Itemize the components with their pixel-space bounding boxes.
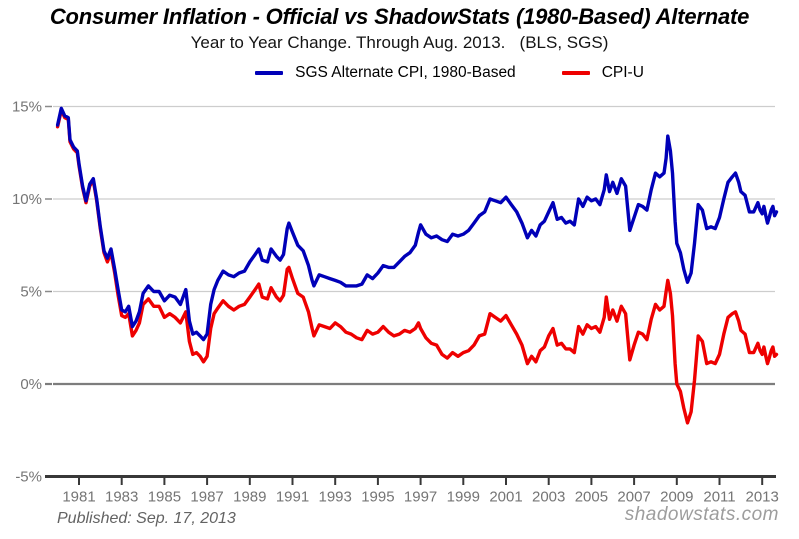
x-tick-label: 2005 (575, 489, 608, 506)
sgs-series-line (55, 106, 779, 342)
y-tick-label: 15% (12, 99, 42, 116)
x-tick-label: 2013 (746, 489, 779, 506)
published-date: Published: Sep. 17, 2013 (57, 510, 236, 527)
legend-label-cpi-u: CPI-U (601, 64, 644, 81)
x-tick-label: 1995 (361, 489, 394, 506)
y-tick-label: 5% (20, 284, 42, 301)
x-tick-label: 2011 (703, 489, 735, 506)
x-tick-label: 2007 (617, 489, 650, 506)
y-tick-label: 10% (12, 191, 42, 208)
x-tick-label: 1981 (62, 489, 95, 506)
chart-subtitle: Year to Year Change. Through Aug. 2013. … (190, 33, 609, 52)
y-tick-label: 0% (20, 376, 42, 393)
x-tick-label: 1999 (447, 489, 480, 506)
x-tick-label: 2009 (660, 489, 693, 506)
chart-title: Consumer Inflation - Official vs ShadowS… (49, 4, 750, 29)
legend-item-cpi-u: CPI-U (561, 64, 644, 82)
x-tick-label: 1989 (233, 489, 266, 506)
cpi-u-line-swatch-icon (561, 71, 590, 75)
x-tick-label: 1987 (190, 489, 223, 506)
x-tick-label: 2001 (489, 489, 522, 506)
x-tick-label: 1993 (319, 489, 352, 506)
x-tick-label: 1983 (105, 489, 138, 506)
legend-item-sgs: SGS Alternate CPI, 1980-Based (255, 64, 516, 82)
watermark: shadowstats.com (624, 504, 779, 525)
x-tick-label: 1985 (148, 489, 181, 506)
x-tick-label: 2003 (532, 489, 565, 506)
x-tick-label: 1997 (404, 489, 437, 506)
x-tick-label: 1991 (276, 489, 309, 506)
legend-label-sgs: SGS Alternate CPI, 1980-Based (295, 64, 516, 81)
chart-legend: SGS Alternate CPI, 1980-Based CPI-U (50, 64, 799, 82)
cpi-u-series-line (55, 108, 779, 425)
y-tick-label: -5% (15, 469, 42, 486)
sgs-line-swatch-icon (255, 71, 284, 75)
